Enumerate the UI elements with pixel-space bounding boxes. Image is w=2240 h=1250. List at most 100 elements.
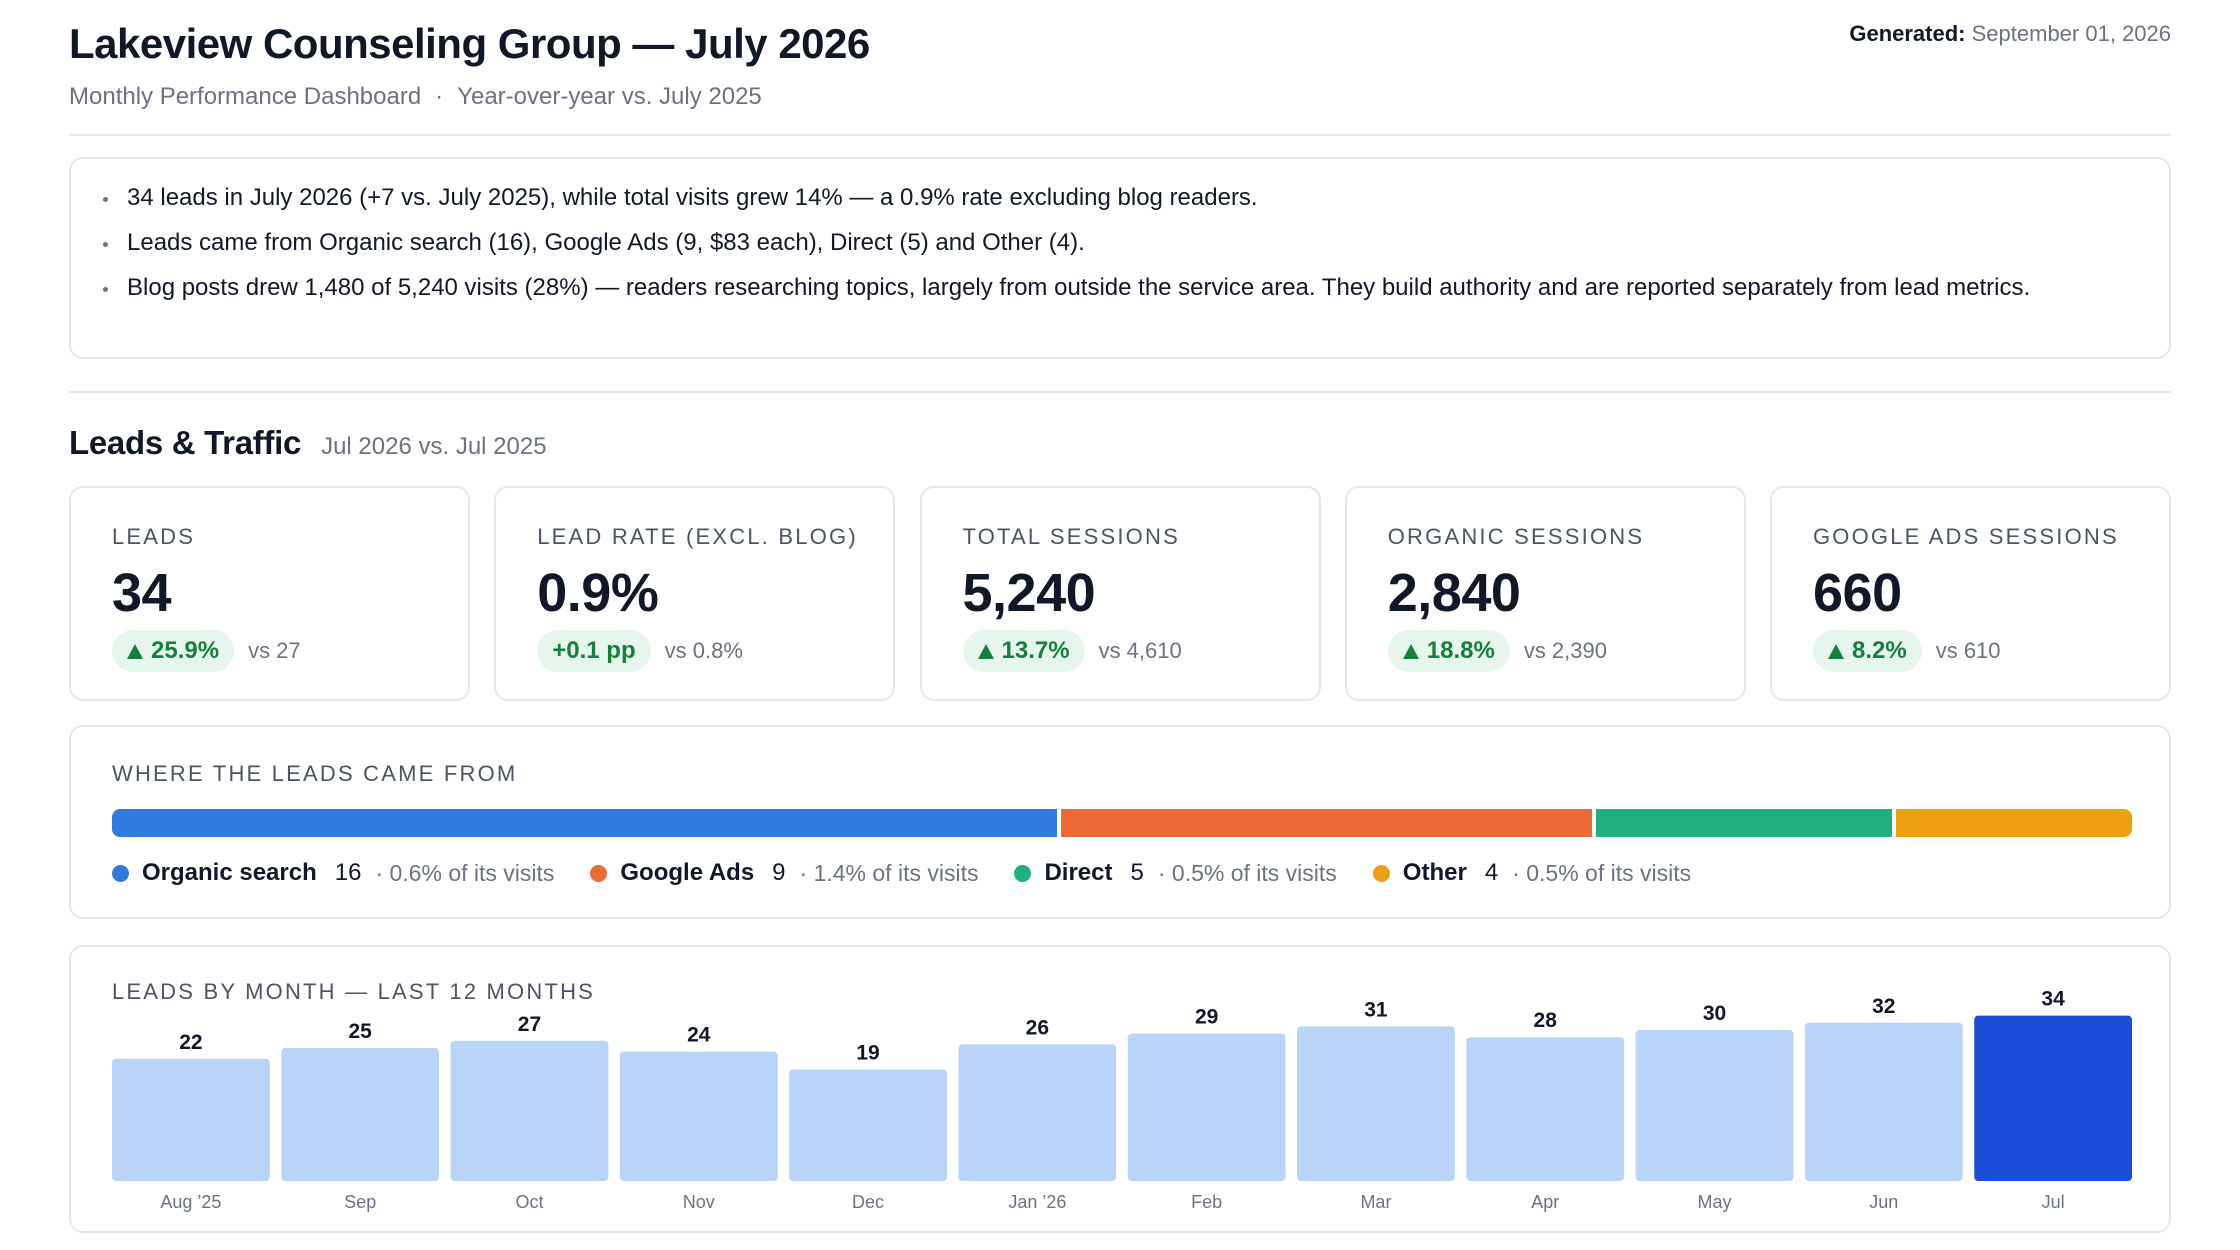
- change-badge: 18.8%: [1387, 630, 1510, 672]
- chart-bar: [281, 1048, 440, 1181]
- bar-value-label: 25: [349, 1020, 373, 1043]
- lead-sources-card: WHERE THE LEADS CAME FROM Organic search…: [69, 725, 2171, 919]
- legend-name: Direct: [1044, 859, 1113, 886]
- card-label: LEADS BY MONTH — LAST 12 MONTHS: [112, 979, 596, 1004]
- section-header: Leads & Traffic Jul 2026 vs. Jul 2025: [69, 424, 547, 462]
- triangle-up-icon: [977, 643, 994, 659]
- x-tick-label: Sep: [344, 1192, 376, 1212]
- lead-source-segment: [1596, 809, 1892, 837]
- legend-dot-icon: [1372, 864, 1390, 882]
- kpi-footer: 18.8% vs 2,390: [1387, 630, 1744, 672]
- bar-value-label: 30: [1703, 1002, 1726, 1025]
- chart-bar: [958, 1044, 1117, 1181]
- kpi-card-google-ads-sessions: GOOGLE ADS SESSIONS 660 8.2% vs 610: [1770, 486, 2171, 701]
- kpi-card-total-sessions: TOTAL SESSIONS 5,240 13.7% vs 4,610: [919, 486, 1321, 701]
- monthly-leads-card: LEADS BY MONTH — LAST 12 MONTHS 22 Aug ’2…: [69, 945, 2171, 1233]
- kpi-footer: 13.7% vs 4,610: [962, 630, 1319, 672]
- lead-source-segment: [1060, 809, 1593, 837]
- x-tick-label: Dec: [852, 1192, 884, 1212]
- kpi-card-leads: LEADS 34 25.9% vs 27: [69, 486, 470, 701]
- kpi-card-organic-sessions: ORGANIC SESSIONS 2,840 18.8% vs 2,390: [1344, 486, 1746, 701]
- x-tick-label: Jul: [2042, 1192, 2065, 1212]
- chart-bar: [1297, 1026, 1455, 1181]
- kpi-footer: 25.9% vs 27: [112, 630, 468, 672]
- legend-item: Google Ads 9 · 1.4% of its visits: [590, 859, 978, 887]
- lead-source-stacked-bar: [112, 809, 2132, 837]
- generated-label: Generated:: [1849, 21, 1966, 46]
- kpi-footer: +0.1 pp vs 0.8%: [537, 630, 893, 672]
- kpi-value: 5,240: [962, 563, 1096, 623]
- monthly-leads-chart: 22 Aug ’25 25 Sep 27 Oct 24 Nov 19 Dec 26 Jan ’26 29…: [112, 988, 2132, 1212]
- bar-value-label: 32: [1872, 995, 1895, 1018]
- change-value: 18.8%: [1426, 637, 1495, 664]
- kpi-value: 2,840: [1387, 563, 1521, 623]
- lead-source-segment: [112, 809, 1057, 837]
- bar-value-label: 26: [1026, 1016, 1049, 1039]
- chart-bar: [1804, 1022, 1963, 1181]
- generated-date: Generated: September 01, 2026: [1849, 21, 2171, 47]
- change-value: +0.1 pp: [552, 637, 636, 664]
- x-tick-label: May: [1698, 1192, 1732, 1212]
- bar-value-label: 24: [687, 1024, 711, 1047]
- x-tick-label: Jan ’26: [1008, 1192, 1066, 1212]
- comparison-value: vs 4,610: [1098, 638, 1182, 663]
- subtitle-separator: ·: [435, 83, 444, 110]
- card-label: WHERE THE LEADS CAME FROM: [112, 761, 518, 786]
- section-divider: [69, 391, 2171, 393]
- triangle-up-icon: [127, 643, 143, 659]
- kpi-card-lead-rate: LEAD RATE (EXCL. BLOG) 0.9% +0.1 pp vs 0…: [494, 486, 896, 701]
- kpi-label: GOOGLE ADS SESSIONS: [1813, 524, 2119, 549]
- kpi-value: 660: [1813, 563, 1902, 623]
- chart-bar: [1974, 1015, 2132, 1181]
- change-value: 8.2%: [1852, 637, 1907, 664]
- header: Lakeview Counseling Group — July 2026 Mo…: [69, 0, 2171, 136]
- chart-bar: [112, 1058, 270, 1181]
- subtitle-main: Monthly Performance Dashboard: [69, 83, 422, 110]
- page-title: Lakeview Counseling Group — July 2026: [69, 20, 870, 67]
- section-title: Leads & Traffic: [69, 424, 302, 461]
- summary-item: Leads came from Organic search (16), Goo…: [103, 226, 2129, 260]
- page-subtitle: Monthly Performance Dashboard · Year-over-…: [69, 83, 762, 111]
- bar-value-label: 19: [856, 1042, 879, 1065]
- lead-source-segment: [1895, 809, 2132, 837]
- change-badge: 8.2%: [1813, 630, 1922, 672]
- kpi-value: 0.9%: [537, 563, 659, 623]
- dashboard-page: Lakeview Counseling Group — July 2026 Mo…: [69, 0, 2171, 1233]
- kpi-label: ORGANIC SESSIONS: [1387, 524, 1645, 549]
- x-tick-label: Feb: [1191, 1192, 1222, 1212]
- legend-rate: · 0.6% of its visits: [375, 859, 555, 886]
- change-badge: +0.1 pp: [537, 630, 651, 672]
- legend-item: Direct 5 · 0.5% of its visits: [1014, 859, 1337, 887]
- change-value: 13.7%: [1001, 637, 1070, 664]
- bar-value-label: 27: [518, 1013, 541, 1036]
- kpi-label: LEAD RATE (EXCL. BLOG): [537, 524, 858, 549]
- legend-rate: · 0.5% of its visits: [1512, 859, 1692, 886]
- triangle-up-icon: [1402, 643, 1419, 659]
- comparison-value: vs 2,390: [1523, 638, 1607, 663]
- x-tick-label: Apr: [1531, 1192, 1559, 1212]
- change-value: 25.9%: [151, 637, 220, 664]
- legend-item: Organic search 16 · 0.6% of its visits: [112, 859, 554, 887]
- bar-value-label: 31: [1364, 998, 1388, 1021]
- legend-name: Organic search: [142, 859, 317, 886]
- chart-bar: [450, 1040, 609, 1181]
- chart-bar: [1127, 1033, 1286, 1181]
- legend-name: Google Ads: [620, 859, 755, 886]
- x-tick-label: Nov: [683, 1192, 715, 1212]
- legend-dot-icon: [590, 864, 608, 882]
- subtitle-compare: Year-over-year vs. July 2025: [457, 83, 762, 110]
- chart-bar: [789, 1069, 947, 1181]
- chart-bar: [1635, 1030, 1794, 1181]
- kpi-label: LEADS: [112, 524, 196, 549]
- comparison-value: vs 610: [1935, 638, 2001, 663]
- chart-bar: [1466, 1037, 1625, 1181]
- legend-name: Other: [1402, 859, 1467, 886]
- kpi-row: LEADS 34 25.9% vs 27 LEAD RATE (EXCL. BL…: [69, 486, 2171, 701]
- legend-item: Other 4 · 0.5% of its visits: [1372, 859, 1692, 887]
- summary-item: Blog posts drew 1,480 of 5,240 visits (2…: [103, 271, 2129, 305]
- triangle-up-icon: [1828, 643, 1844, 659]
- bar-value-label: 29: [1195, 1006, 1218, 1029]
- legend-rate: · 1.4% of its visits: [799, 859, 979, 886]
- chart-bar: [619, 1051, 778, 1181]
- comparison-value: vs 27: [248, 638, 301, 663]
